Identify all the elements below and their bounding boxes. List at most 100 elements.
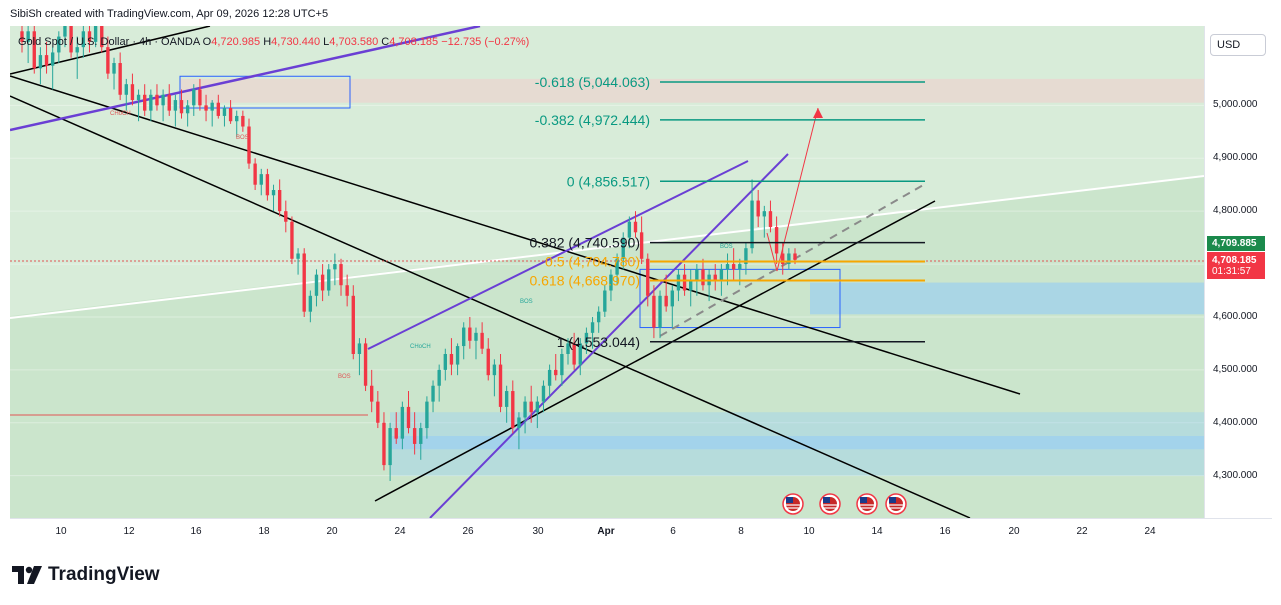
candle [38,47,43,85]
candle [486,338,490,381]
channel-line-lower [429,153,789,518]
fib-label: -0.618 (5,044.063) [535,74,650,90]
close-value: 4,708.185 [389,36,439,48]
candle [756,190,760,228]
candle-body [486,348,490,376]
candle-body [327,269,331,291]
candle [523,396,527,434]
us-event-flag [885,493,907,515]
tradingview-logo-text: TradingView [48,564,160,585]
candle-body [517,417,521,429]
candle-body [713,274,717,280]
candle-body [535,401,540,413]
candle-body [106,47,110,74]
candle-body [320,274,325,291]
candle-body [173,100,178,111]
candle-body [689,279,693,291]
candle [136,89,141,122]
candle [271,184,276,212]
candle-body [20,31,24,42]
candle [400,401,405,450]
candle-body [290,221,294,259]
candle-body [787,253,791,265]
candle [517,412,521,450]
structure-annotation: BOS [236,135,249,141]
currency-button[interactable]: USD [1210,34,1266,56]
candle-body [768,211,773,228]
candle [609,269,613,302]
candle-body [744,248,748,265]
candle [554,354,558,381]
countdown-text: 01:31:57 [1212,265,1251,277]
demand-zone-upper [810,282,1204,315]
candle-body [695,269,699,280]
candle-body [136,94,141,101]
candle [320,264,325,302]
candle-body [670,290,674,307]
candle-body [621,237,625,259]
candle-body [204,105,208,111]
candle [314,269,319,307]
candle [204,94,208,122]
candle-body [241,115,245,127]
candle-body [492,364,497,376]
candle-body [462,327,466,347]
trend-line-black-2 [10,75,1021,395]
candle-body [210,102,214,111]
candle-body [118,63,122,95]
candle-body [443,354,447,370]
fib-label: 1 (4,553.044) [557,334,640,350]
candle-body [584,332,589,344]
price-chart[interactable]: -0.618 (5,044.063) -0.382 (4,972.444) 0 (4… [10,26,1204,518]
candle-body [32,31,36,69]
candle-body [308,295,313,312]
trend-line-black-3 [10,26,211,75]
arrow-head [813,108,823,118]
candle [50,47,55,90]
channel-line-mid [367,160,749,350]
candle [388,422,392,481]
time-axis[interactable]: 10 12 16 18 20 24 26 30 Apr 6 8 10 14 16 20 22 24 [10,518,1272,545]
structure-annotation: CHoCH [110,111,131,117]
candle [781,242,785,275]
candle-body [547,369,552,386]
candle [69,26,73,58]
candle [474,327,478,360]
time-axis-tick: 26 [462,526,474,537]
candle [333,253,337,286]
candle-body [425,401,429,429]
candle [652,285,656,339]
candle [370,369,374,413]
candle-body [756,200,760,217]
chart-area[interactable]: -0.618 (5,044.063) -0.382 (4,972.444) 0 (4… [10,26,1204,518]
candle-body [406,406,411,429]
candle [247,118,251,169]
candle [167,84,171,116]
candle-body [511,391,515,429]
candle-body [474,332,478,341]
candle [572,332,576,370]
candle [689,269,693,307]
candle-body [124,84,128,95]
candle [701,258,705,291]
candle-body [664,295,668,307]
candle-body [155,94,159,106]
time-axis-tick: 8 [738,526,744,537]
candle-body [167,94,171,111]
candle-body [762,211,767,217]
candle [81,26,86,58]
candle [633,211,638,238]
candle [259,168,263,196]
us-event-flag [819,493,841,515]
candle [590,316,595,349]
candle [676,269,681,302]
candle [627,216,632,249]
candle-body [271,190,276,196]
candle-body [185,105,190,114]
high-value: 4,730.440 [271,36,321,48]
candle [762,205,767,238]
candle-body [302,253,306,312]
candle-body [419,428,423,444]
candle-body [277,190,282,212]
us-event-flag [782,493,804,515]
